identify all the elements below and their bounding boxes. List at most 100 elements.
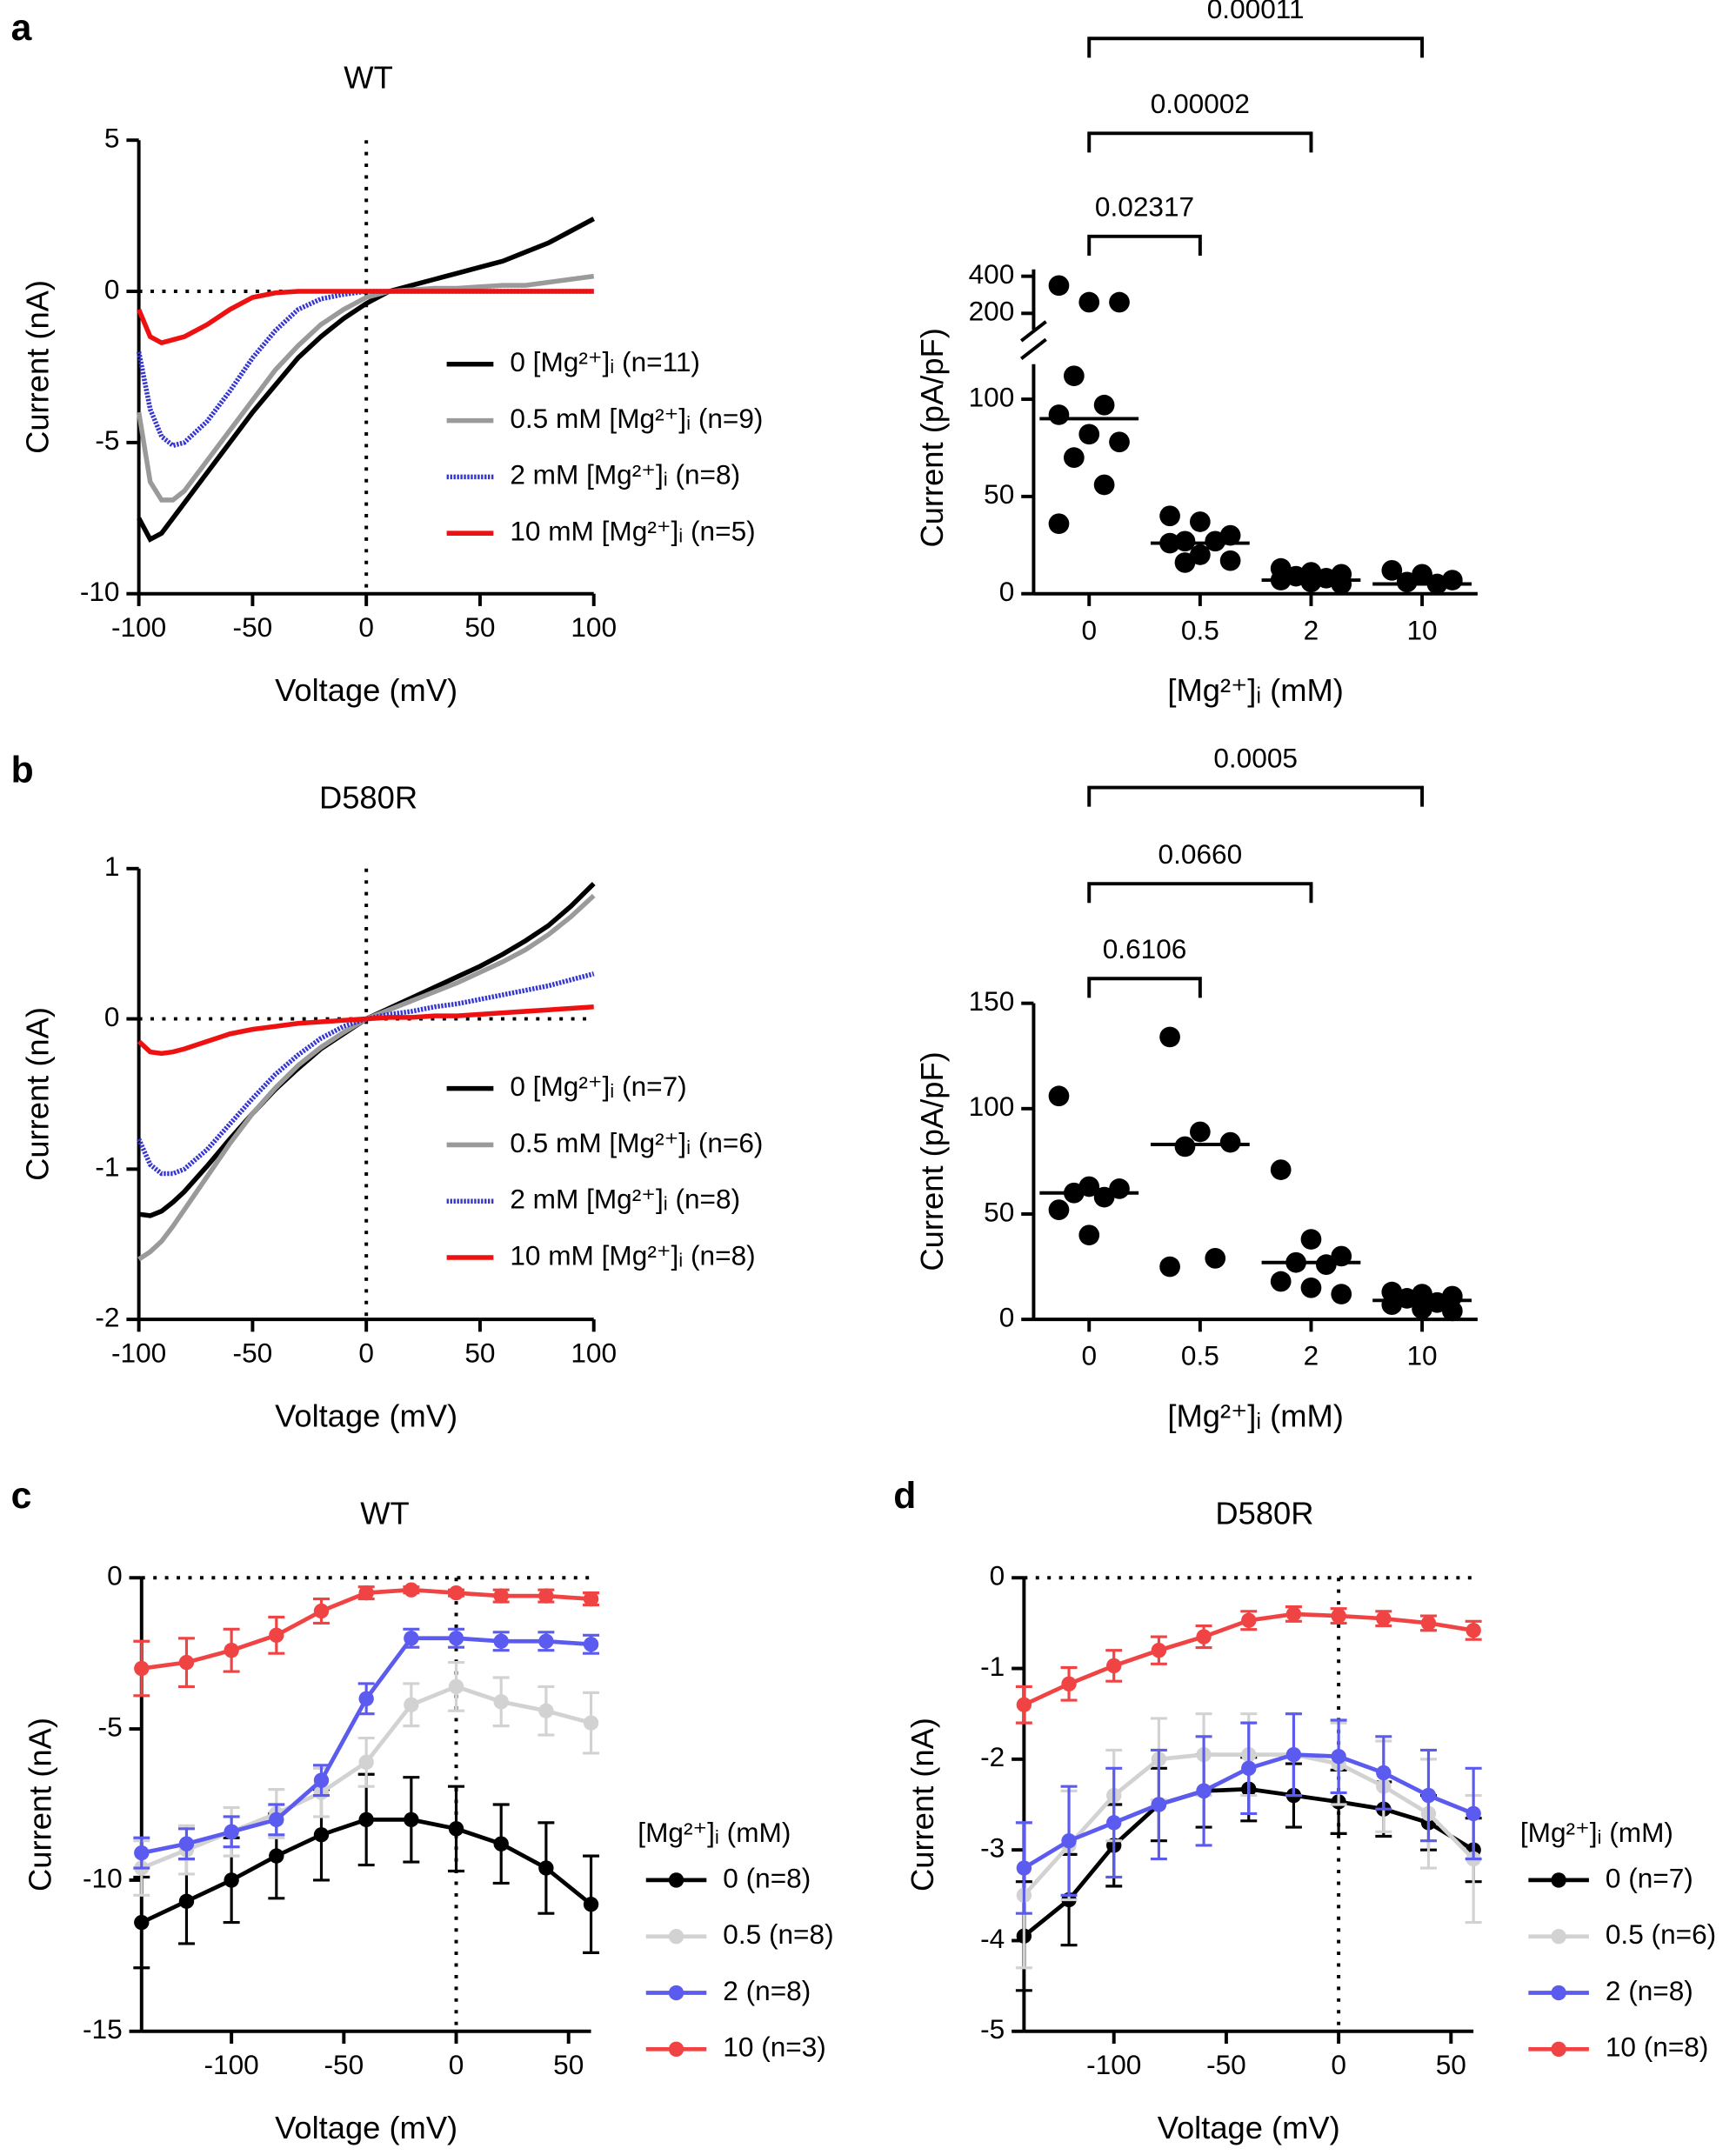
panel-label: a <box>11 7 32 49</box>
chart-title: WT <box>360 1496 409 1531</box>
data-point <box>1174 552 1196 573</box>
y-tick-label: -1 <box>980 1651 1005 1682</box>
marker <box>448 1585 464 1601</box>
data-point <box>1381 1294 1403 1316</box>
y-tick-label: -3 <box>980 1832 1005 1864</box>
marker <box>538 1633 554 1649</box>
y-tick-label: 50 <box>984 1196 1014 1227</box>
x-tick-label: 10 <box>1407 1340 1438 1371</box>
data-point <box>1159 1256 1180 1278</box>
y-tick-label: -10 <box>83 1862 123 1893</box>
significance-bracket <box>1087 785 1425 807</box>
marker <box>448 1678 464 1695</box>
marker <box>224 1872 239 1888</box>
x-axis-label: Voltage (mV) <box>1158 2110 1340 2145</box>
data-point <box>1300 571 1322 593</box>
marker <box>1241 1760 1257 1776</box>
y-axis-label: Current (nA) <box>23 1718 58 1891</box>
data-point <box>1315 1254 1337 1275</box>
marker <box>313 1603 330 1619</box>
legend-label: 2 mM [Mg²⁺]ᵢ (n=8) <box>510 459 740 490</box>
y-tick-label: 50 <box>984 478 1014 510</box>
data-point <box>1093 1186 1115 1208</box>
y-axis-label: Current (pA/pF) <box>914 1051 950 1271</box>
marker <box>134 1845 150 1861</box>
marker <box>313 1772 330 1788</box>
y-axis-label: Current (nA) <box>19 280 55 454</box>
data-point <box>1109 431 1130 453</box>
marker <box>134 1660 150 1677</box>
panel-label: b <box>11 749 34 791</box>
x-tick-label: -50 <box>1206 2049 1246 2080</box>
chart-title: D580R <box>319 779 417 815</box>
data-point <box>1109 291 1130 313</box>
marker <box>358 1811 374 1828</box>
marker <box>493 1633 509 1649</box>
x-tick-label: 10 <box>1407 614 1438 645</box>
marker <box>224 1643 239 1658</box>
marker <box>583 1591 599 1607</box>
axis-break <box>1019 320 1047 361</box>
y-tick-label: -10 <box>80 576 120 607</box>
x-tick-label: -50 <box>324 2049 364 2080</box>
legend-swatch <box>1551 2041 1566 2058</box>
data-point <box>1159 505 1180 527</box>
y-tick-label: -2 <box>980 1741 1005 1772</box>
marker <box>1016 1697 1032 1712</box>
p-value: 0.6106 <box>1103 933 1187 964</box>
chart-title: WT <box>344 59 392 95</box>
x-tick-label: 0 <box>1081 614 1097 645</box>
data-point <box>1048 275 1070 297</box>
data-point <box>1048 513 1070 535</box>
legend-swatch <box>1551 1929 1566 1945</box>
y-axis-label: Current (nA) <box>905 1718 940 1891</box>
series-line <box>137 971 595 1177</box>
marker <box>583 1715 599 1731</box>
marker <box>178 1836 195 1851</box>
y-tick-label: 0 <box>104 1001 120 1032</box>
y-tick-label: 1 <box>104 851 120 882</box>
y-tick-label: 5 <box>104 123 120 154</box>
legend-label: 2 (n=8) <box>723 1975 811 2006</box>
x-tick-label: 100 <box>571 1338 617 1369</box>
marker <box>1151 1643 1167 1658</box>
marker <box>1420 1787 1437 1804</box>
marker <box>1466 1623 1481 1638</box>
y-tick-label: -5 <box>98 1711 123 1742</box>
x-tick-label: 100 <box>571 611 617 643</box>
legend-label: 10 (n=3) <box>723 2032 826 2063</box>
series-line <box>137 893 596 1262</box>
marker <box>358 1585 374 1601</box>
p-value: 0.0660 <box>1158 838 1243 870</box>
panel-label: c <box>11 1475 32 1517</box>
marker <box>404 1697 419 1712</box>
significance-bracket <box>1087 131 1313 153</box>
series-line <box>136 273 595 503</box>
legend-swatch <box>1551 1872 1566 1888</box>
legend-label: 10 mM [Mg²⁺]ᵢ (n=8) <box>510 1239 755 1271</box>
legend-label: 10 mM [Mg²⁺]ᵢ (n=5) <box>510 516 755 547</box>
x-tick-label: -50 <box>233 1338 273 1369</box>
series-line <box>137 1004 594 1057</box>
legend-label: 0 (n=7) <box>1606 1862 1693 1893</box>
legend-label: 0 [Mg²⁺]ᵢ (n=7) <box>510 1071 686 1102</box>
marker <box>1061 1833 1077 1849</box>
marker <box>178 1654 195 1671</box>
marker <box>448 1821 464 1837</box>
data-point <box>1064 365 1085 387</box>
marker <box>1151 1797 1167 1812</box>
x-tick-label: 0 <box>358 1338 374 1369</box>
data-point <box>1300 1277 1322 1298</box>
y-axis-label: Current (nA) <box>19 1007 55 1181</box>
marker <box>269 1848 284 1864</box>
marker <box>493 1836 509 1851</box>
marker <box>178 1893 195 1909</box>
legend-swatch <box>668 1929 684 1945</box>
data-point <box>1270 1271 1292 1292</box>
marker <box>1285 1606 1302 1622</box>
p-value: 0.02317 <box>1095 191 1194 223</box>
p-value: 0.00002 <box>1151 88 1250 119</box>
legend-swatch <box>668 2041 684 2058</box>
x-tick-label: -100 <box>204 2049 259 2080</box>
